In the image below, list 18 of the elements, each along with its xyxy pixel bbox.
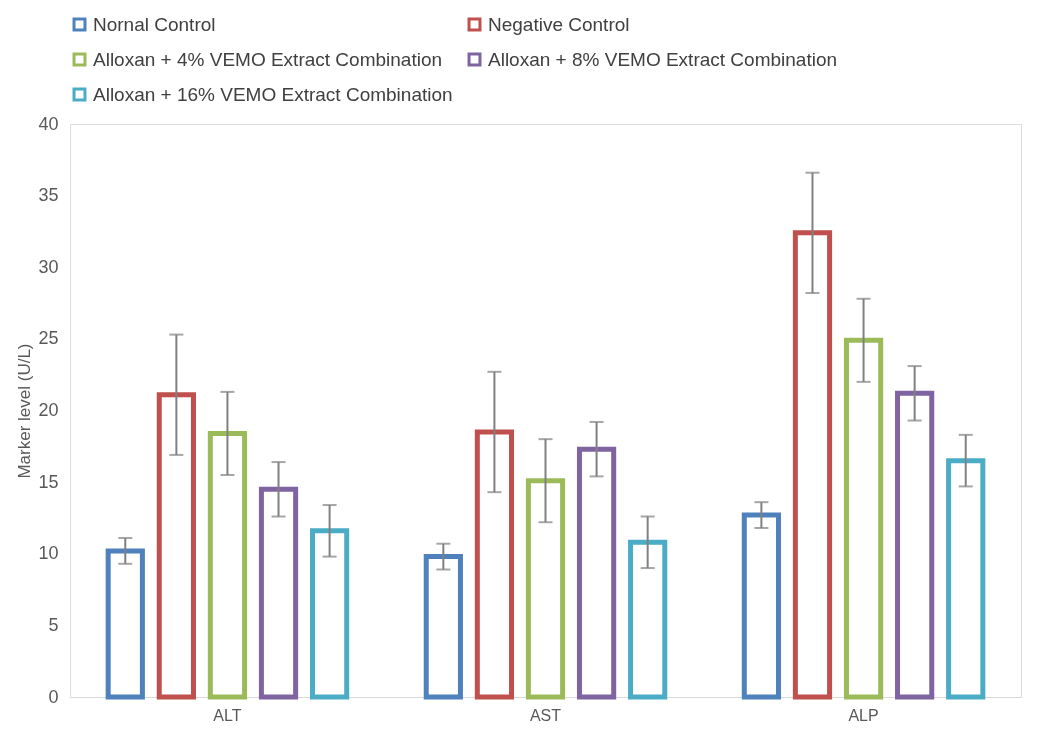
y-tick-label: 25 <box>38 328 59 349</box>
x-tick-label: ALT <box>213 706 242 724</box>
legend-label: Negative Control <box>488 13 630 35</box>
y-tick-label: 0 <box>48 686 59 707</box>
legend-label: Alloxan + 16% VEMO Extract Combination <box>93 83 453 105</box>
legend-label: Nornal Control <box>93 13 216 35</box>
legend-label: Alloxan + 8% VEMO Extract Combination <box>488 48 838 70</box>
y-tick-label: 40 <box>38 113 59 134</box>
x-tick-label: ALP <box>848 706 879 724</box>
y-tick-label: 10 <box>38 543 59 564</box>
y-tick-label: 35 <box>38 185 59 206</box>
y-tick-label: 20 <box>38 400 59 420</box>
y-tick-label: 30 <box>38 256 59 277</box>
y-axis-title: Marker level (U/L) <box>15 343 35 479</box>
x-tick-label: AST <box>529 706 562 724</box>
y-tick-label: 5 <box>48 614 59 635</box>
legend-label: Alloxan + 4% VEMO Extract Combination <box>93 48 443 70</box>
y-tick-label: 15 <box>38 471 59 492</box>
